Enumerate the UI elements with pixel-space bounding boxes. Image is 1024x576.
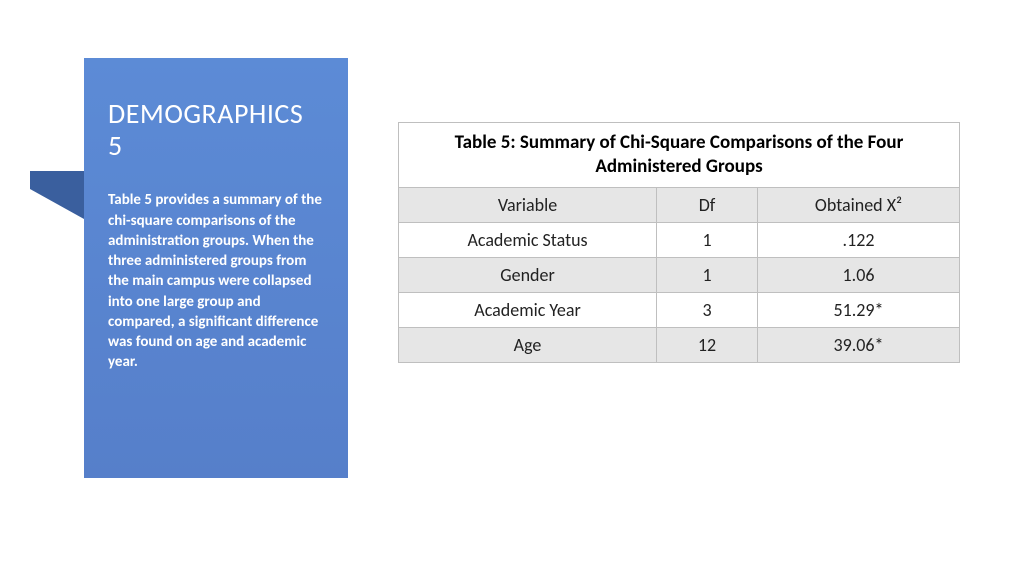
table-header-row: Variable Df Obtained X² xyxy=(399,187,960,222)
cell-value: 39.06* xyxy=(758,327,960,362)
sidebar-ribbon-fold xyxy=(30,189,84,219)
cell-df: 1 xyxy=(657,222,758,257)
table-row: Gender 1 1.06 xyxy=(399,257,960,292)
cell-value: .122 xyxy=(758,222,960,257)
sidebar-panel: DEMOGRAPHICS 5 Table 5 provides a summar… xyxy=(84,58,348,478)
sidebar-body: Table 5 provides a summary of the chi-sq… xyxy=(108,190,324,372)
cell-value: 1.06 xyxy=(758,257,960,292)
cell-variable: Academic Status xyxy=(399,222,657,257)
sidebar-title: DEMOGRAPHICS 5 xyxy=(108,98,324,162)
chi-square-table: Table 5: Summary of Chi-Square Compariso… xyxy=(398,122,960,363)
cell-variable: Age xyxy=(399,327,657,362)
cell-df: 12 xyxy=(657,327,758,362)
table-row: Age 12 39.06* xyxy=(399,327,960,362)
cell-df: 1 xyxy=(657,257,758,292)
cell-variable: Academic Year xyxy=(399,292,657,327)
table-row: Academic Year 3 51.29* xyxy=(399,292,960,327)
table-row: Academic Status 1 .122 xyxy=(399,222,960,257)
cell-df: 3 xyxy=(657,292,758,327)
col-header-value: Obtained X² xyxy=(758,187,960,222)
cell-value: 51.29* xyxy=(758,292,960,327)
col-header-df: Df xyxy=(657,187,758,222)
cell-variable: Gender xyxy=(399,257,657,292)
col-header-variable: Variable xyxy=(399,187,657,222)
table-caption: Table 5: Summary of Chi-Square Compariso… xyxy=(399,123,960,188)
sidebar-ribbon-bar xyxy=(30,171,84,189)
